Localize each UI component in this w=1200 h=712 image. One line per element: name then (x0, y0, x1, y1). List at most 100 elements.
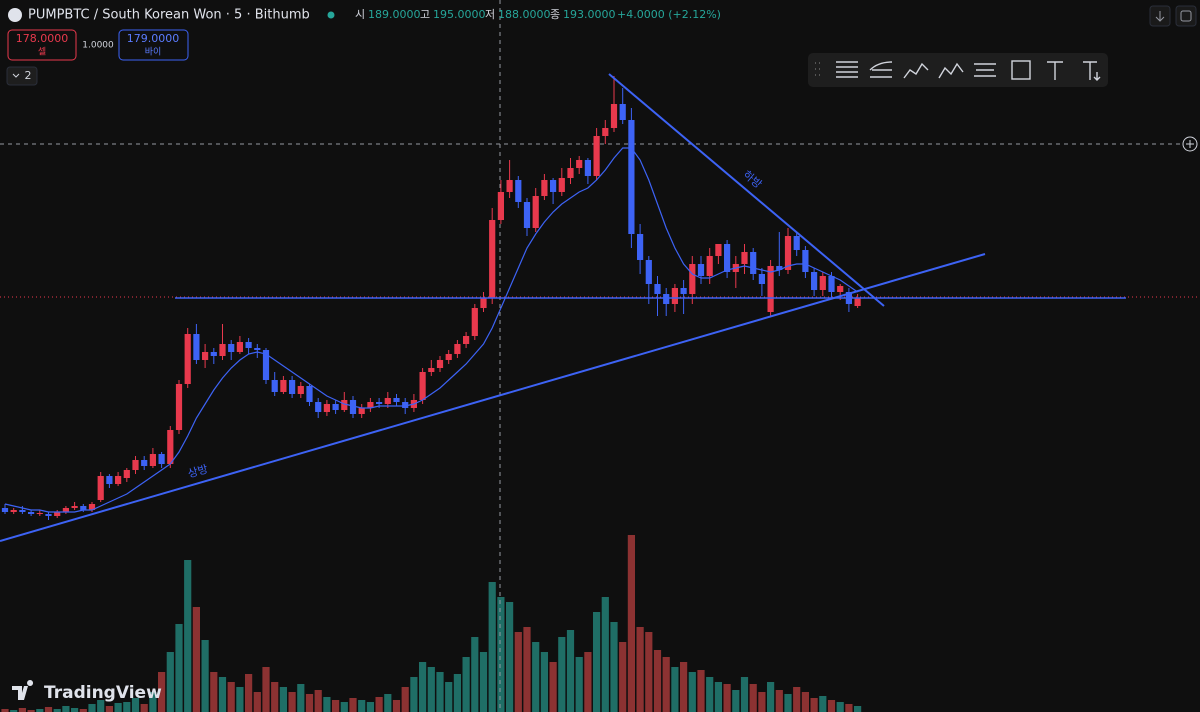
volume-bar (662, 657, 670, 712)
tool-text[interactable] (1047, 61, 1063, 80)
buy-label: 바이 (145, 47, 162, 58)
tool-abcd[interactable] (938, 62, 964, 79)
watermark-text: TradingView (44, 683, 162, 703)
candle-body (523, 202, 531, 228)
volume-bar (297, 684, 305, 712)
volume-bar (123, 702, 131, 712)
candle-body (306, 386, 313, 402)
volume-bar (627, 535, 635, 712)
support-label: 상방 (186, 462, 209, 480)
candle-body (567, 168, 574, 178)
candle-body (88, 504, 96, 510)
candle-body (289, 380, 296, 394)
sell-button[interactable] (7, 29, 77, 61)
candle-body (724, 244, 731, 272)
moving-average (4, 147, 858, 513)
resistance-trendline[interactable] (608, 73, 885, 307)
candle-body (802, 250, 809, 272)
candle-body (236, 342, 243, 352)
fullscreen-button[interactable] (1175, 5, 1197, 27)
tool-rectangle[interactable] (1011, 60, 1031, 80)
volume-bar (140, 704, 148, 712)
volume-bar (619, 642, 627, 712)
candle-body (28, 512, 35, 514)
volume-bar (271, 682, 279, 712)
volume-bar (384, 694, 392, 712)
sell-label: 셀 (38, 47, 46, 58)
candle-body (706, 256, 713, 276)
candle-body (341, 400, 348, 410)
volume-bar (218, 677, 227, 712)
tool-fib[interactable] (836, 61, 858, 78)
candle-body (323, 404, 330, 412)
open-value: 189.0000 (368, 8, 421, 21)
open-label: 시 (355, 8, 365, 21)
volume-bar (192, 607, 200, 712)
candle-body (315, 402, 322, 412)
support-trendline[interactable] (0, 253, 986, 542)
add-button[interactable] (1182, 136, 1198, 152)
toolbar-icons (815, 60, 1101, 81)
candle-body (776, 266, 783, 270)
volume-pane (1, 535, 862, 712)
volume-bar (105, 706, 113, 712)
indicators-toggle[interactable] (6, 66, 38, 86)
low-value: 188.0000 (498, 8, 551, 21)
candle-body (45, 514, 52, 516)
candle-body (671, 288, 678, 304)
candle-body (167, 430, 174, 464)
candle-body (71, 506, 78, 508)
volume-bar (462, 657, 470, 712)
tool-channel[interactable] (869, 61, 893, 78)
volume-bar (479, 652, 488, 712)
volume-bar (827, 700, 836, 712)
volume-bar (845, 704, 853, 712)
volume-bar (566, 630, 575, 712)
volume-bar (758, 692, 766, 712)
volume-bar (775, 690, 783, 712)
volume-bar (184, 560, 192, 712)
candle-body (10, 510, 17, 512)
candle-body (854, 298, 861, 306)
candle-body (428, 368, 435, 372)
drag-handle[interactable] (815, 62, 820, 76)
candle-body (619, 104, 626, 120)
volume-bar (375, 697, 383, 712)
candle-body (645, 260, 652, 284)
volume-bar (358, 700, 366, 712)
candle-body (106, 476, 113, 484)
volume-bar (436, 672, 444, 712)
symbol-title: PUMPBTC / South Korean Won · 5 · Bithumb (28, 8, 310, 23)
watermark: TradingView (12, 680, 162, 703)
volume-bar (166, 652, 174, 712)
volume-bar (836, 702, 844, 712)
candle-body (463, 336, 470, 344)
candle-body (349, 400, 357, 414)
tool-range[interactable] (974, 63, 996, 77)
volume-bar (201, 640, 209, 712)
buy-button[interactable] (118, 29, 189, 61)
volume-bar (497, 597, 505, 712)
volume-bar (523, 627, 531, 712)
candle-body (36, 513, 43, 514)
tool-anchored-text[interactable] (1083, 61, 1101, 81)
candle-body (80, 506, 87, 510)
tool-pattern[interactable] (903, 62, 929, 79)
volume-bar (610, 622, 618, 712)
candle-body (297, 386, 304, 394)
candle-body (228, 344, 235, 352)
volume-bar (79, 709, 87, 712)
candle-body (358, 408, 365, 414)
candle-body (811, 272, 818, 290)
volume-bar (332, 700, 340, 712)
candle-body (115, 476, 122, 484)
candle-body (193, 334, 200, 360)
candle-body (489, 220, 496, 298)
candle-body (628, 120, 635, 234)
candle-body (689, 264, 696, 294)
candle-body (576, 160, 583, 168)
download-icon (1155, 11, 1165, 22)
buy-price: 179.0000 (127, 32, 180, 45)
